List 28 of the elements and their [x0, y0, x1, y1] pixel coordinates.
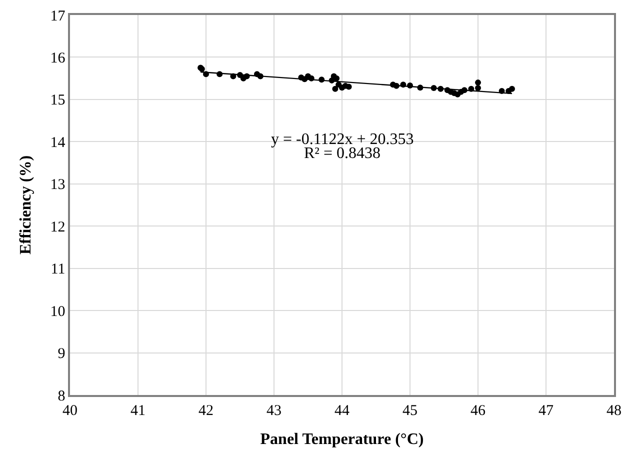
point [332, 86, 338, 92]
y-tick-label: 11 [50, 262, 66, 278]
y-tick-label: 13 [50, 177, 66, 194]
y-tick-label: 9 [58, 346, 66, 362]
y-axis-title: Efficiency (%) [18, 155, 35, 255]
y-tick-label: 16 [50, 50, 66, 66]
point [334, 75, 340, 82]
x-tick-label: 48 [606, 402, 622, 419]
point [509, 86, 515, 92]
y-tick-label: 15 [50, 92, 66, 109]
point [475, 85, 481, 92]
y-tick-label: 10 [50, 304, 66, 320]
x-tick-label: 45 [402, 402, 418, 419]
y-tick-label: 17 [50, 8, 66, 24]
x-tick-label: 46 [470, 402, 486, 419]
y-tick-label: 8 [58, 388, 66, 404]
x-tick-label: 40 [62, 402, 78, 419]
x-tick-label: 44 [334, 402, 350, 419]
x-tick-label: 43 [266, 402, 282, 419]
annotation: R² = 0.8438 [304, 145, 380, 162]
point [475, 80, 481, 86]
y-tick-label: 14 [50, 134, 66, 151]
x-tick-label: 47 [538, 402, 554, 419]
y-tick-label: 12 [50, 219, 66, 236]
x-tick-label: 42 [198, 402, 214, 419]
x-axis-title: Panel Temperature (°C) [260, 430, 424, 448]
annotation: y = -0.1122x + 20.353 [271, 131, 414, 148]
x-tick-label: 41 [130, 402, 146, 419]
